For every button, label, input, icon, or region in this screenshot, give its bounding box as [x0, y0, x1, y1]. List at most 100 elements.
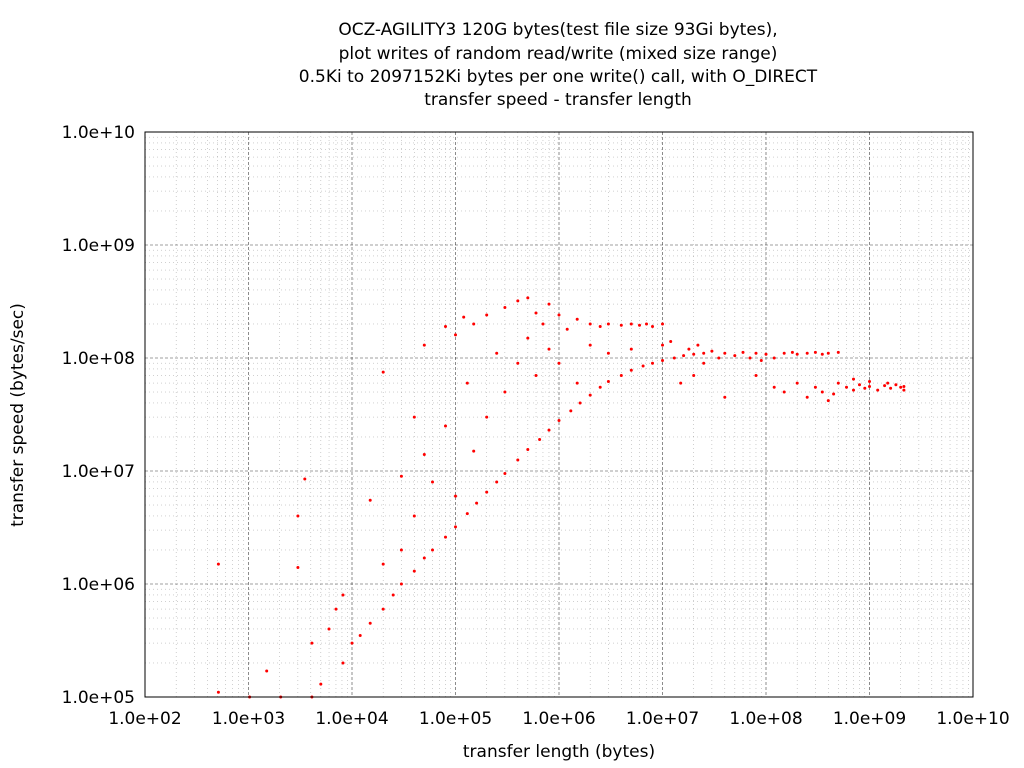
data-point — [534, 374, 538, 377]
data-point — [813, 385, 817, 389]
data-point — [754, 351, 758, 355]
data-point — [672, 356, 676, 360]
data-points — [216, 296, 906, 699]
data-point — [368, 498, 372, 502]
x-tick-label: 1.0e+05 — [419, 709, 492, 729]
data-point — [651, 325, 654, 328]
data-point — [889, 386, 893, 390]
x-tick-label: 1.0e+10 — [936, 709, 1009, 729]
y-tick-label: 1.0e+10 — [62, 123, 135, 143]
data-point — [538, 438, 542, 441]
data-point — [216, 690, 220, 694]
data-point — [845, 385, 848, 389]
chart-title-line-2: plot writes of random read/write (mixed … — [339, 44, 778, 64]
data-point — [702, 361, 706, 365]
data-point — [669, 340, 673, 343]
chart-title-line-3: 0.5Ki to 2097152Ki bytes per one write()… — [299, 67, 818, 87]
data-point — [899, 385, 903, 389]
data-point — [575, 381, 579, 385]
data-point — [412, 514, 416, 518]
data-point — [534, 311, 538, 315]
data-point — [710, 349, 714, 353]
data-point — [412, 569, 416, 573]
data-point — [645, 322, 648, 326]
x-tick-label: 1.0e+03 — [212, 709, 285, 729]
x-tick-label: 1.0e+02 — [108, 709, 181, 729]
data-point — [431, 548, 434, 552]
data-point — [696, 343, 700, 347]
data-point — [868, 380, 871, 383]
data-point — [826, 399, 830, 403]
data-point — [575, 317, 579, 321]
data-point — [661, 343, 664, 347]
data-point — [805, 395, 809, 399]
data-point — [733, 354, 737, 358]
data-point — [444, 424, 447, 428]
data-point — [826, 351, 830, 355]
data-point — [902, 388, 906, 392]
data-point — [381, 607, 385, 611]
data-point — [702, 351, 706, 355]
data-point — [475, 501, 479, 505]
data-point — [868, 385, 871, 388]
data-point — [629, 347, 633, 351]
data-point — [894, 383, 898, 387]
y-tick-label: 1.0e+09 — [62, 236, 135, 256]
data-point — [782, 351, 786, 355]
data-point — [741, 350, 745, 354]
data-point — [431, 480, 434, 484]
data-point — [661, 322, 664, 326]
data-point — [820, 390, 824, 394]
data-point — [764, 352, 768, 356]
data-point — [303, 477, 307, 481]
data-point — [516, 361, 520, 365]
data-point — [772, 356, 776, 360]
data-point — [638, 323, 641, 327]
data-point — [588, 322, 592, 326]
data-point — [852, 377, 855, 381]
data-point — [350, 641, 354, 645]
data-point — [465, 381, 469, 385]
data-point — [381, 562, 385, 566]
data-point — [619, 323, 623, 327]
data-point — [334, 607, 338, 611]
data-point — [399, 582, 403, 586]
data-point — [598, 325, 602, 328]
data-point — [902, 385, 906, 388]
data-point — [503, 306, 507, 309]
chart-title: OCZ-AGILITY3 120G bytes(test file size 9… — [299, 20, 818, 110]
data-point — [886, 381, 890, 385]
data-point — [557, 313, 561, 317]
x-axis-label: transfer length (bytes) — [463, 742, 655, 762]
y-axis-label: transfer speed (bytes/sec) — [8, 303, 28, 527]
data-point — [754, 374, 758, 377]
data-point — [472, 449, 476, 453]
data-point — [422, 453, 426, 456]
data-point — [495, 480, 499, 484]
data-point — [412, 415, 416, 419]
x-tick-label: 1.0e+07 — [626, 709, 699, 729]
data-point — [813, 350, 817, 354]
data-point — [588, 393, 592, 397]
x-tick-label: 1.0e+08 — [729, 709, 802, 729]
data-point — [516, 299, 520, 303]
data-point — [876, 388, 880, 392]
data-point — [341, 593, 345, 597]
data-point — [651, 361, 654, 365]
data-point — [495, 351, 499, 355]
data-point — [629, 368, 633, 372]
data-point — [852, 388, 855, 392]
data-point — [472, 322, 476, 326]
y-tick-label: 1.0e+06 — [62, 575, 135, 595]
data-point — [368, 621, 372, 625]
data-point — [341, 661, 345, 665]
data-point — [485, 415, 489, 419]
data-point — [503, 390, 507, 394]
data-point — [588, 343, 592, 347]
data-point — [399, 474, 403, 478]
data-point — [748, 356, 752, 360]
data-point — [606, 351, 610, 355]
data-point — [422, 343, 426, 347]
data-point — [265, 669, 269, 673]
